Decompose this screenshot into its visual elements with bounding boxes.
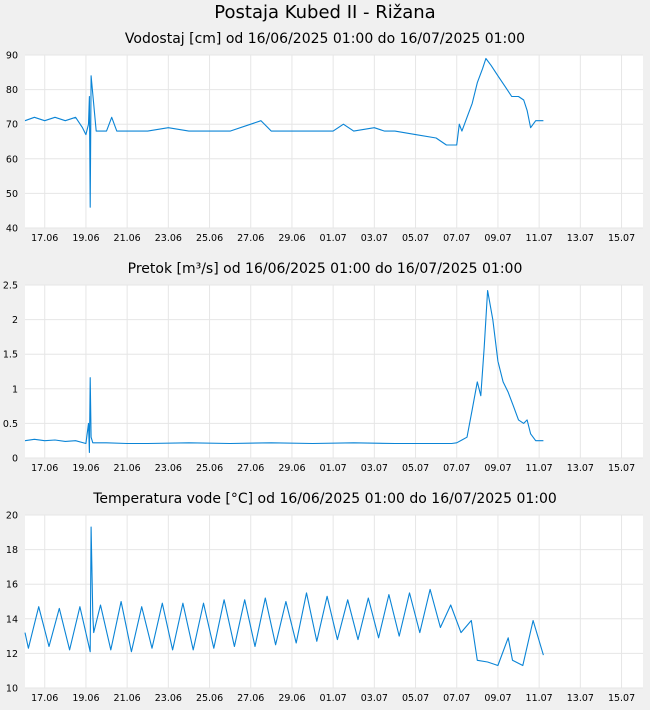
x-tick-label: 17.06 [31, 693, 58, 704]
series-line-vodostaj [24, 57, 544, 208]
y-tick-label: 70 [6, 120, 18, 131]
x-tick-label: 17.06 [31, 463, 58, 474]
x-tick-label: 09.07 [484, 693, 511, 704]
x-tick-label: 07.07 [443, 693, 470, 704]
x-tick-label: 05.07 [402, 693, 429, 704]
x-tick-label: 29.06 [278, 463, 305, 474]
y-tick-label: 1 [12, 384, 18, 395]
x-tick-label: 03.07 [361, 693, 388, 704]
x-tick-label: 27.06 [237, 233, 264, 244]
x-tick-label: 11.07 [526, 233, 553, 244]
plot-area-vodostaj [25, 55, 643, 228]
y-tick-label: 50 [6, 189, 18, 200]
x-tick-label: 25.06 [196, 233, 223, 244]
y-tick-label: 10 [6, 684, 18, 695]
chart-title-pretok: Pretok [m³/s] od 16/06/2025 01:00 do 16/… [127, 261, 523, 277]
y-tick-label: 1.5 [3, 350, 18, 361]
x-tick-label: 07.07 [443, 463, 470, 474]
x-tick-label: 15.07 [608, 233, 635, 244]
x-tick-label: 17.06 [31, 233, 58, 244]
x-tick-label: 23.06 [155, 233, 182, 244]
x-tick-label: 21.06 [114, 693, 141, 704]
x-tick-label: 01.07 [320, 233, 347, 244]
x-tick-label: 19.06 [72, 463, 99, 474]
x-tick-label: 21.06 [114, 463, 141, 474]
y-tick-label: 20 [6, 511, 18, 522]
y-tick-label: 60 [6, 154, 18, 165]
x-tick-label: 27.06 [237, 463, 264, 474]
x-tick-label: 05.07 [402, 233, 429, 244]
x-tick-label: 03.07 [361, 463, 388, 474]
x-tick-label: 01.07 [320, 693, 347, 704]
chart-title-vodostaj: Vodostaj [cm] od 16/06/2025 01:00 do 16/… [124, 31, 526, 47]
x-tick-label: 03.07 [361, 233, 388, 244]
y-tick-label: 0 [12, 454, 18, 465]
x-tick-label: 27.06 [237, 693, 264, 704]
x-tick-label: 19.06 [72, 233, 99, 244]
x-tick-label: 13.07 [567, 693, 594, 704]
x-tick-label: 29.06 [278, 233, 305, 244]
x-tick-label: 13.07 [567, 463, 594, 474]
x-tick-label: 01.07 [320, 463, 347, 474]
y-tick-label: 40 [6, 224, 18, 235]
chart-title-temperatura: Temperatura vode [°C] od 16/06/2025 01:0… [93, 491, 557, 507]
y-tick-label: 0.5 [3, 419, 18, 430]
x-tick-label: 15.07 [608, 463, 635, 474]
x-tick-label: 11.07 [526, 693, 553, 704]
y-tick-label: 2.5 [3, 281, 18, 292]
plot-area-pretok [25, 285, 643, 458]
y-tick-label: 90 [6, 51, 18, 62]
y-tick-label: 80 [6, 85, 18, 96]
y-tick-label: 16 [6, 580, 18, 591]
x-tick-label: 05.07 [402, 463, 429, 474]
plot-area-temperatura [25, 515, 643, 688]
y-tick-label: 14 [6, 614, 18, 625]
y-tick-label: 12 [6, 649, 18, 660]
y-tick-label: 18 [6, 545, 18, 556]
x-tick-label: 23.06 [155, 693, 182, 704]
x-tick-label: 25.06 [196, 463, 223, 474]
x-tick-label: 07.07 [443, 233, 470, 244]
series-line-pretok [24, 289, 544, 454]
x-tick-label: 09.07 [484, 233, 511, 244]
x-tick-label: 23.06 [155, 463, 182, 474]
x-tick-label: 29.06 [278, 693, 305, 704]
x-tick-label: 19.06 [72, 693, 99, 704]
series-line-temperatura [24, 526, 544, 667]
page-title: Postaja Kubed II - Rižana [214, 2, 436, 23]
x-tick-label: 15.07 [608, 693, 635, 704]
y-tick-label: 2 [12, 315, 18, 326]
x-tick-label: 09.07 [484, 463, 511, 474]
x-tick-label: 11.07 [526, 463, 553, 474]
x-tick-label: 25.06 [196, 693, 223, 704]
x-tick-label: 21.06 [114, 233, 141, 244]
x-tick-label: 13.07 [567, 233, 594, 244]
